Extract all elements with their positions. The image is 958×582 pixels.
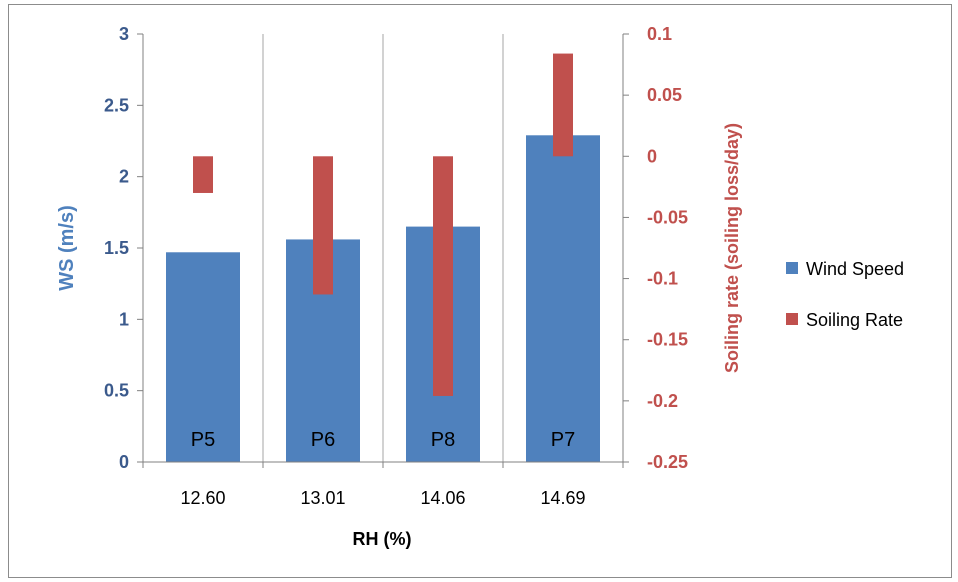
legend: Wind Speed Soiling Rate: [786, 259, 904, 330]
legend-swatch-soiling-rate: [786, 313, 798, 325]
bar-soiling-rate: [193, 156, 213, 193]
x-axis-title: RH (%): [353, 529, 412, 549]
left-tick-label: 1.5: [104, 238, 129, 258]
bar-labels: P5 P6 P8 P7: [191, 429, 575, 451]
bar-soiling-rate: [553, 53, 573, 157]
left-axis-title: WS (m/s): [56, 205, 78, 291]
legend-swatch-wind-speed: [786, 262, 798, 274]
bar-data-label: P7: [551, 429, 575, 451]
x-tick-label: 14.69: [540, 488, 585, 508]
gridlines: [262, 34, 504, 462]
right-tick-label: -0.1: [647, 269, 678, 289]
bar-data-label: P5: [191, 429, 215, 451]
left-tick-label: 1: [119, 309, 129, 329]
wind-speed-bars: [166, 135, 600, 462]
right-axis-title: Soiling rate (soiling loss/day): [722, 123, 742, 373]
bar-data-label: P8: [431, 429, 455, 451]
left-tick-label: 2.5: [104, 95, 129, 115]
x-tick-label: 13.01: [300, 488, 345, 508]
right-tick-label: 0: [647, 146, 657, 166]
left-tick-label: 3: [119, 24, 129, 44]
bar-wind-speed: [166, 252, 240, 462]
left-tick-label: 0: [119, 452, 129, 472]
right-tick-label: 0.1: [647, 24, 672, 44]
bar-soiling-rate: [433, 156, 453, 396]
bar-wind-speed: [526, 135, 600, 462]
legend-label-soiling-rate: Soiling Rate: [806, 310, 903, 330]
left-tick-label: 0.5: [104, 381, 129, 401]
tick-labels: 0 0.5 1 1.5 2 2.5 3 -0.25 -0.2 -0.15 -0.1 -0.05 0 0.0…: [104, 24, 688, 508]
right-tick-label: -0.05: [647, 207, 688, 227]
x-tick-label: 12.60: [180, 488, 225, 508]
x-tick-label: 14.06: [420, 488, 465, 508]
bar-soiling-rate: [313, 156, 333, 295]
left-tick-label: 2: [119, 167, 129, 187]
soiling-rate-bars: [193, 53, 573, 396]
bar-data-label: P6: [311, 429, 335, 451]
axes: [137, 33, 629, 468]
right-tick-label: -0.15: [647, 330, 688, 350]
right-tick-label: 0.05: [647, 85, 682, 105]
right-tick-label: -0.25: [647, 452, 688, 472]
right-tick-label: -0.2: [647, 391, 678, 411]
legend-label-wind-speed: Wind Speed: [806, 259, 904, 279]
